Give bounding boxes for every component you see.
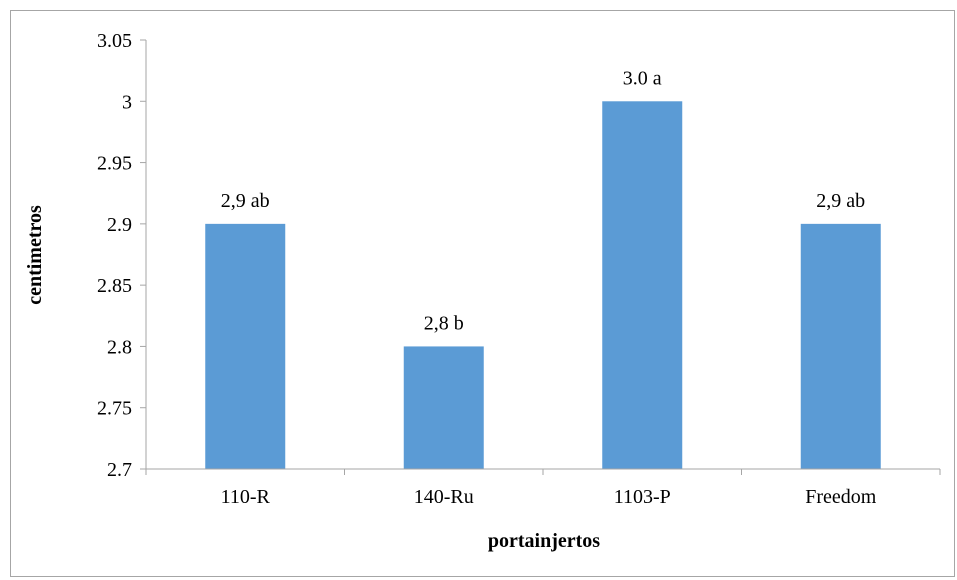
- axes: [145, 40, 940, 470]
- bar-Freedom: [800, 223, 881, 469]
- x-axis-title: portainjertos: [488, 530, 600, 552]
- bar-1103-P: [602, 101, 683, 470]
- y-tick-label: 2.8: [107, 336, 132, 358]
- data-label: 2,9 ab: [221, 190, 270, 212]
- x-tick-label: 1103-P: [614, 486, 671, 508]
- y-tick-label: 3.05: [97, 30, 132, 52]
- y-tick-label: 3: [122, 91, 132, 113]
- y-tick-label: 2.85: [97, 275, 132, 297]
- bar-110-R: [205, 223, 286, 469]
- y-tick-label: 2.75: [97, 398, 132, 420]
- chart-frame: [10, 10, 955, 577]
- y-axis-title: centimetros: [24, 205, 46, 305]
- data-label: 3.0 a: [623, 67, 662, 89]
- x-tick-label: Freedom: [805, 486, 877, 508]
- bar-140-Ru: [403, 346, 484, 469]
- y-tick-label: 2.9: [107, 214, 132, 236]
- y-axis-ticks: 2.7 2.75 2.8 2.85 2.9 2.95 3 3.05: [97, 30, 146, 481]
- y-tick-label: 2.7: [107, 459, 132, 481]
- data-label: 2,8 b: [424, 312, 464, 334]
- bars: [205, 101, 881, 470]
- x-axis-ticks: 110-R 140-Ru 1103-P Freedom: [145, 469, 941, 508]
- y-tick-label: 2.95: [97, 153, 132, 175]
- data-labels: 2,9 ab 2,8 b 3.0 a 2,9 ab: [221, 67, 865, 334]
- data-label: 2,9 ab: [816, 190, 865, 212]
- x-tick-label: 110-R: [221, 486, 271, 508]
- x-tick-label: 140-Ru: [414, 486, 474, 508]
